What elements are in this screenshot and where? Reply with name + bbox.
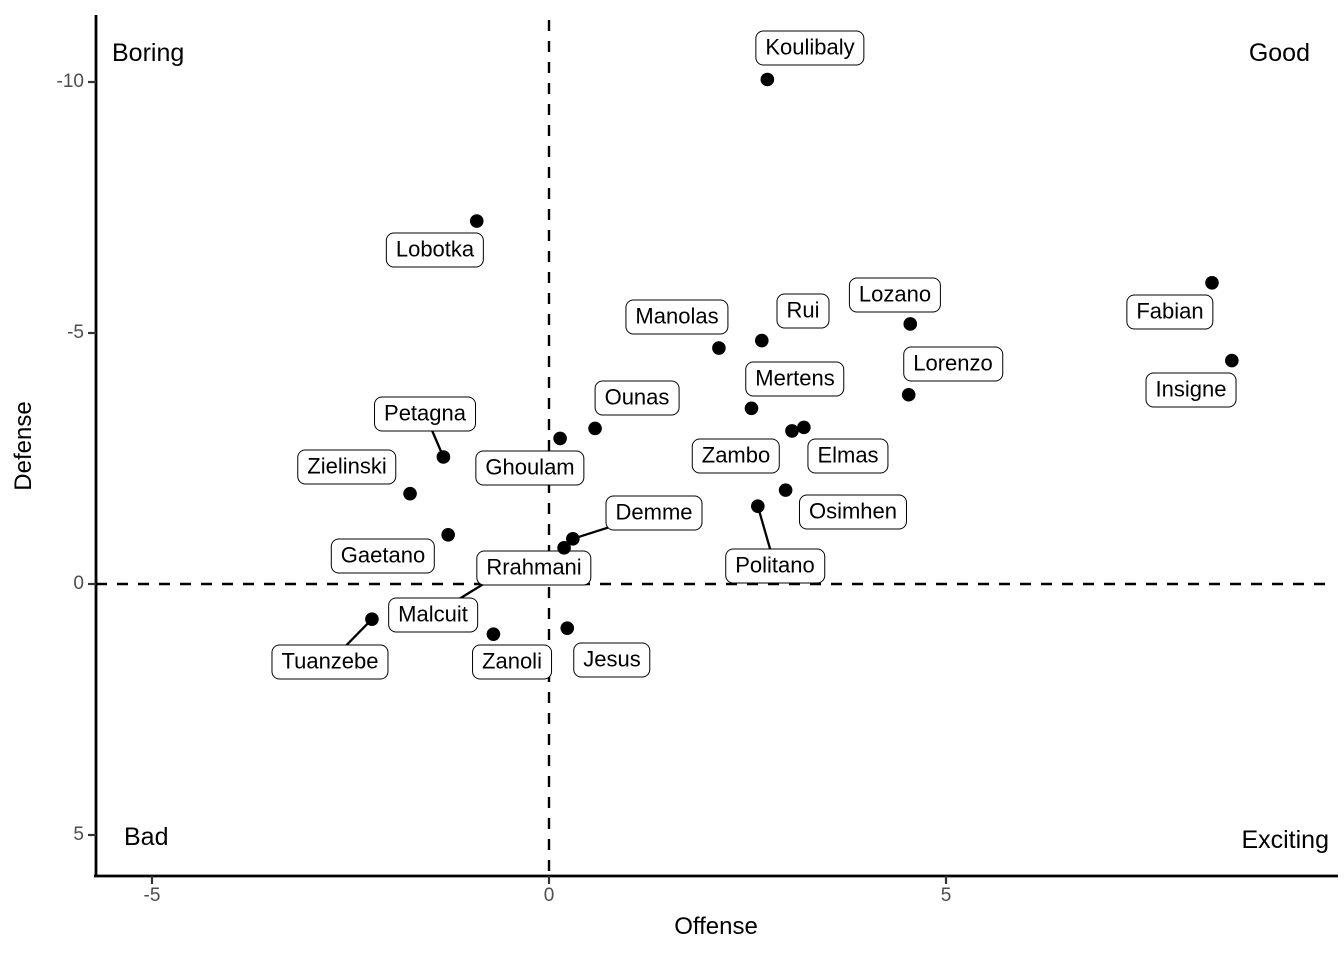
player-label-insigne: Insigne	[1145, 372, 1237, 408]
y-tick-label--10: -10	[56, 71, 84, 92]
player-label-zambo: Zambo	[691, 438, 781, 474]
player-label-fabian: Fabian	[1126, 294, 1214, 330]
quadrant-label-exciting: Exciting	[1241, 826, 1329, 854]
quadrant-label-bad: Bad	[124, 823, 169, 851]
player-label-politano: Politano	[725, 548, 825, 584]
player-label-rrahmani: Rrahmani	[476, 550, 592, 586]
y-tick-label--5: -5	[67, 322, 84, 343]
y-tick-label-0: 0	[73, 573, 84, 594]
player-label-ounas: Ounas	[594, 380, 680, 416]
player-label-zielinski: Zielinski	[297, 449, 397, 485]
player-label-demme: Demme	[605, 495, 703, 531]
player-label-jesus: Jesus	[573, 642, 651, 678]
player-label-lozano: Lozano	[848, 277, 942, 313]
player-label-elmas: Elmas	[807, 438, 889, 474]
player-label-rui: Rui	[776, 293, 830, 329]
player-label-gaetano: Gaetano	[330, 538, 436, 574]
player-label-manolas: Manolas	[625, 299, 729, 335]
player-label-lobotka: Lobotka	[385, 232, 485, 268]
quadrant-label-good: Good	[1248, 39, 1310, 67]
player-label-tuanzebe: Tuanzebe	[271, 644, 389, 680]
y-tick-label-5: 5	[73, 824, 84, 845]
x-tick-label--5: -5	[143, 885, 161, 906]
player-label-lorenzo: Lorenzo	[903, 346, 1003, 382]
x-axis-title: Offense	[674, 913, 758, 940]
player-label-malcuit: Malcuit	[388, 597, 478, 633]
player-label-mertens: Mertens	[745, 361, 845, 397]
quadrant-label-boring: Boring	[112, 39, 185, 67]
player-label-osimhen: Osimhen	[798, 494, 908, 530]
player-label-ghoulam: Ghoulam	[475, 450, 585, 486]
player-label-petagna: Petagna	[374, 396, 476, 432]
x-tick-label-0: 0	[543, 885, 555, 906]
player-label-zanoli: Zanoli	[472, 644, 552, 680]
player-label-koulibaly: Koulibaly	[755, 30, 865, 66]
x-tick-label-5: 5	[940, 885, 952, 906]
y-axis-title: Defense	[10, 401, 37, 491]
